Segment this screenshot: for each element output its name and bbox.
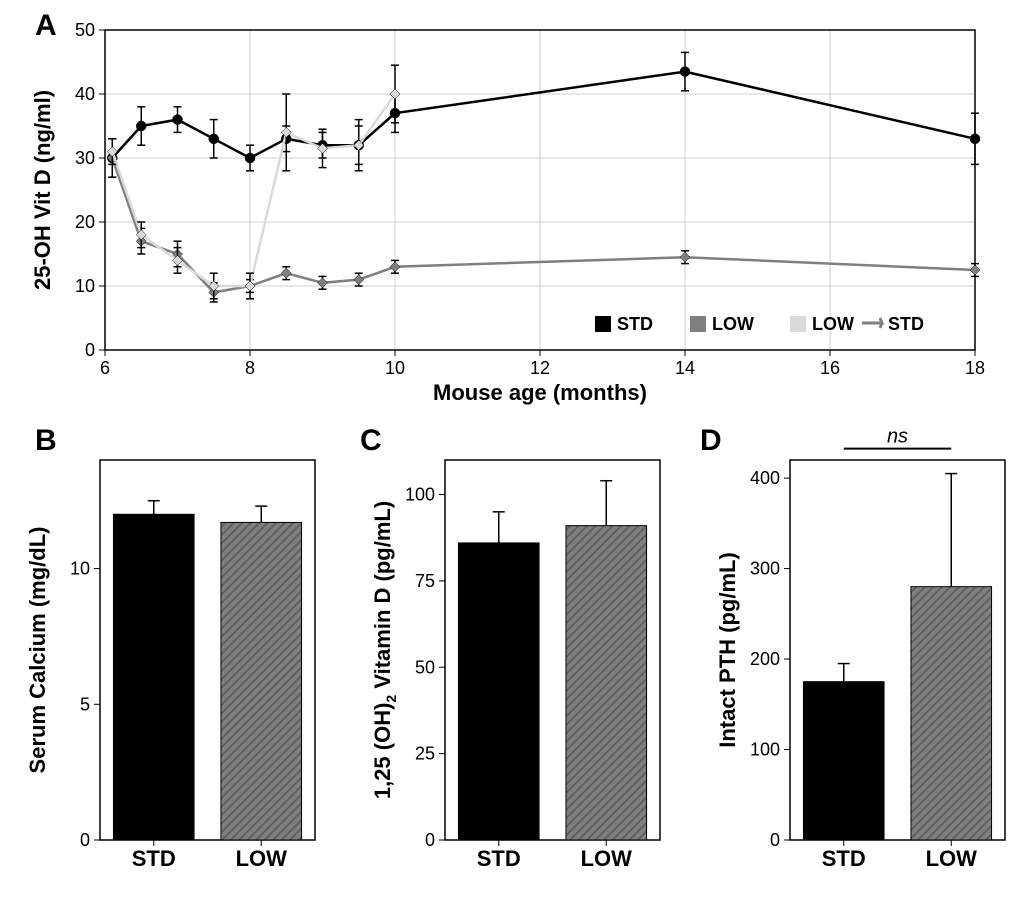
legend-label: STD xyxy=(617,314,653,334)
ytick-label: 40 xyxy=(75,84,95,104)
bar xyxy=(221,522,302,840)
panel-b: B 0 5 10 Serum Calcium (mg/dL) STD LOW xyxy=(25,424,315,871)
data-marker xyxy=(245,281,255,291)
ytick-label: 20 xyxy=(75,212,95,232)
panel-d: D 0 100 200 300 400 Intact PTH (pg/mL) STD LOW ns xyxy=(700,424,1005,871)
xtick-label: STD xyxy=(132,846,176,871)
panel-a: A 6 8 10 12 14 16 18 0 10 20 30 40 50 Mouse age (month… xyxy=(30,9,985,405)
ytick-label: 200 xyxy=(750,649,780,669)
panel-b-label: B xyxy=(35,424,57,457)
svg-text:1,25 (OH)2 Vitamin D (pg/mL): 1,25 (OH)2 Vitamin D (pg/mL) xyxy=(370,501,399,799)
xtick-label: 10 xyxy=(385,358,405,378)
ytick-label: 0 xyxy=(80,830,90,850)
xtick-label: 8 xyxy=(245,358,255,378)
legend-swatch xyxy=(790,316,806,332)
figure-container: A68101214161801020304050Mouse age (month… xyxy=(0,0,1020,901)
ytick-label: 0 xyxy=(85,340,95,360)
data-marker xyxy=(281,268,291,278)
y-axis-label: 25-OH Vit D (ng/ml) xyxy=(30,90,55,290)
panel-c-label: C xyxy=(360,424,382,457)
xtick-label: STD xyxy=(477,846,521,871)
data-marker xyxy=(136,121,146,131)
ytick-label: 300 xyxy=(750,559,780,579)
y-axis-label: Serum Calcium (mg/dL) xyxy=(25,527,50,774)
xtick-label: 14 xyxy=(675,358,695,378)
legend-label: STD xyxy=(888,314,924,334)
bar xyxy=(803,682,884,840)
data-marker xyxy=(970,265,980,275)
xtick-label: 6 xyxy=(100,358,110,378)
data-marker xyxy=(354,275,364,285)
series-line xyxy=(112,158,975,292)
data-marker xyxy=(209,134,219,144)
xtick-label: LOW xyxy=(926,846,978,871)
y-axis-label: 1,25 (OH)2 Vitamin D (pg/mL) xyxy=(370,501,399,799)
ytick-label: 100 xyxy=(405,485,435,505)
y-axis-label: Intact PTH (pg/mL) xyxy=(715,552,740,748)
bar xyxy=(566,526,647,840)
data-marker xyxy=(390,262,400,272)
ytick-label: 50 xyxy=(415,657,435,677)
ytick-label: 100 xyxy=(750,740,780,760)
bar xyxy=(113,514,194,840)
data-marker xyxy=(680,252,690,262)
xtick-label: 18 xyxy=(965,358,985,378)
xtick-label: STD xyxy=(822,846,866,871)
ytick-label: 10 xyxy=(75,276,95,296)
legend-arrow-icon xyxy=(862,318,882,328)
panel-d-label: D xyxy=(700,424,722,457)
legend: STD LOW LOW STD xyxy=(595,314,924,334)
data-marker xyxy=(680,67,690,77)
series-line xyxy=(112,72,975,158)
data-marker xyxy=(245,153,255,163)
ytick-label: 5 xyxy=(80,694,90,714)
legend-label: LOW xyxy=(812,314,854,334)
ytick-label: 400 xyxy=(750,468,780,488)
panel-a-label: A xyxy=(35,9,57,42)
xtick-label: LOW xyxy=(236,846,288,871)
bar xyxy=(911,587,992,840)
ns-annotation: ns xyxy=(887,426,908,448)
ytick-label: 0 xyxy=(770,830,780,850)
ytick-label: 25 xyxy=(415,744,435,764)
ytick-label: 50 xyxy=(75,20,95,40)
legend-swatch xyxy=(595,316,611,332)
data-marker xyxy=(970,134,980,144)
legend-swatch xyxy=(690,316,706,332)
panel-c: C 0 25 50 75 100 1,25 (OH)2 Vitamin D (pg/mL) S… xyxy=(360,424,660,871)
xtick-label: LOW xyxy=(581,846,633,871)
xtick-label: 12 xyxy=(530,358,550,378)
data-marker xyxy=(173,115,183,125)
ytick-label: 0 xyxy=(425,830,435,850)
bar xyxy=(458,543,539,840)
x-axis-label: Mouse age (months) xyxy=(433,380,647,405)
xtick-label: 16 xyxy=(820,358,840,378)
legend-label: LOW xyxy=(712,314,754,334)
ytick-label: 10 xyxy=(70,559,90,579)
ytick-label: 30 xyxy=(75,148,95,168)
ytick-label: 75 xyxy=(415,571,435,591)
